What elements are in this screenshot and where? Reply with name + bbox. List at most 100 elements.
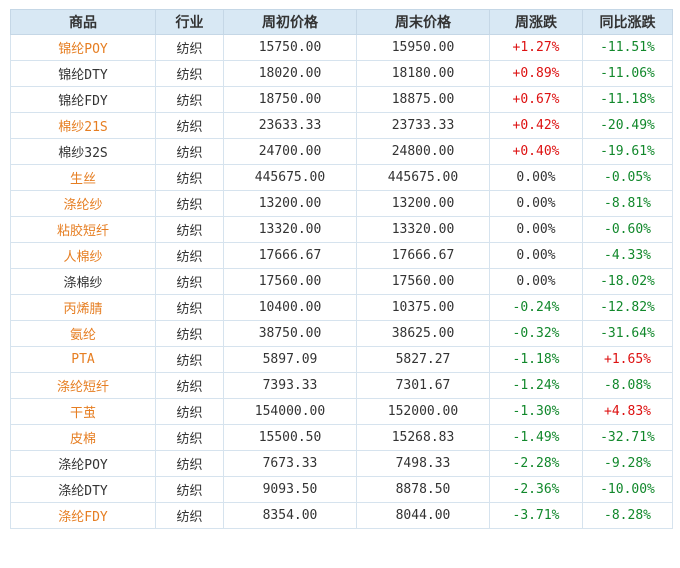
table-row: 锦纶POY 纺织 15750.00 15950.00 +1.27% -11.51% xyxy=(10,34,673,61)
weekly-change: +0.40% xyxy=(489,138,583,165)
header-yoy-change: 同比涨跌 xyxy=(582,9,673,35)
header-row: 商品 行业 周初价格 周末价格 周涨跌 同比涨跌 xyxy=(10,9,673,35)
industry-cell: 纺织 xyxy=(155,476,224,503)
industry-cell: 纺织 xyxy=(155,294,224,321)
weekly-change: -1.49% xyxy=(489,424,583,451)
yoy-change: -8.81% xyxy=(582,190,673,217)
industry-cell: 纺织 xyxy=(155,34,224,61)
commodity-name: 锦纶DTY xyxy=(10,60,156,87)
weekly-change: +1.27% xyxy=(489,34,583,61)
week-end-price: 23733.33 xyxy=(356,112,490,139)
table-row: 涤纶纱 纺织 13200.00 13200.00 0.00% -8.81% xyxy=(10,190,673,217)
commodity-name[interactable]: 锦纶POY xyxy=(10,34,156,61)
table-row: PTA 纺织 5897.09 5827.27 -1.18% +1.65% xyxy=(10,346,673,373)
week-end-price: 13320.00 xyxy=(356,216,490,243)
industry-cell: 纺织 xyxy=(155,346,224,373)
week-start-price: 9093.50 xyxy=(223,476,357,503)
week-start-price: 18750.00 xyxy=(223,86,357,113)
week-start-price: 10400.00 xyxy=(223,294,357,321)
industry-cell: 纺织 xyxy=(155,398,224,425)
table-row: 棉纱32S 纺织 24700.00 24800.00 +0.40% -19.61% xyxy=(10,138,673,165)
weekly-change: 0.00% xyxy=(489,268,583,295)
commodity-name[interactable]: 人棉纱 xyxy=(10,242,156,269)
week-end-price: 15268.83 xyxy=(356,424,490,451)
industry-cell: 纺织 xyxy=(155,242,224,269)
weekly-change: -0.24% xyxy=(489,294,583,321)
yoy-change: -11.18% xyxy=(582,86,673,113)
week-end-price: 8044.00 xyxy=(356,502,490,529)
week-end-price: 24800.00 xyxy=(356,138,490,165)
industry-cell: 纺织 xyxy=(155,86,224,113)
industry-cell: 纺织 xyxy=(155,450,224,477)
commodity-name[interactable]: 涤纶纱 xyxy=(10,190,156,217)
week-start-price: 15750.00 xyxy=(223,34,357,61)
commodity-name[interactable]: 皮棉 xyxy=(10,424,156,451)
week-end-price: 15950.00 xyxy=(356,34,490,61)
industry-cell: 纺织 xyxy=(155,320,224,347)
industry-cell: 纺织 xyxy=(155,112,224,139)
week-end-price: 18875.00 xyxy=(356,86,490,113)
table-row: 丙烯腈 纺织 10400.00 10375.00 -0.24% -12.82% xyxy=(10,294,673,321)
weekly-change: 0.00% xyxy=(489,216,583,243)
yoy-change: -8.08% xyxy=(582,372,673,399)
industry-cell: 纺织 xyxy=(155,164,224,191)
yoy-change: -18.02% xyxy=(582,268,673,295)
commodity-name[interactable]: 生丝 xyxy=(10,164,156,191)
week-end-price: 10375.00 xyxy=(356,294,490,321)
yoy-change: -4.33% xyxy=(582,242,673,269)
weekly-change: -1.30% xyxy=(489,398,583,425)
yoy-change: -32.71% xyxy=(582,424,673,451)
commodity-name[interactable]: 涤纶FDY xyxy=(10,502,156,529)
table-row: 棉纱21S 纺织 23633.33 23733.33 +0.42% -20.49% xyxy=(10,112,673,139)
week-start-price: 18020.00 xyxy=(223,60,357,87)
week-start-price: 8354.00 xyxy=(223,502,357,529)
weekly-change: 0.00% xyxy=(489,242,583,269)
commodity-name[interactable]: PTA xyxy=(10,346,156,373)
industry-cell: 纺织 xyxy=(155,60,224,87)
commodity-name[interactable]: 涤纶短纤 xyxy=(10,372,156,399)
week-start-price: 13320.00 xyxy=(223,216,357,243)
industry-cell: 纺织 xyxy=(155,216,224,243)
commodity-name[interactable]: 干茧 xyxy=(10,398,156,425)
week-end-price: 38625.00 xyxy=(356,320,490,347)
table-row: 涤纶DTY 纺织 9093.50 8878.50 -2.36% -10.00% xyxy=(10,476,673,503)
table-row: 干茧 纺织 154000.00 152000.00 -1.30% +4.83% xyxy=(10,398,673,425)
weekly-change: -2.36% xyxy=(489,476,583,503)
week-start-price: 13200.00 xyxy=(223,190,357,217)
week-end-price: 7498.33 xyxy=(356,450,490,477)
weekly-change: 0.00% xyxy=(489,164,583,191)
table-row: 皮棉 纺织 15500.50 15268.83 -1.49% -32.71% xyxy=(10,424,673,451)
table-row: 氨纶 纺织 38750.00 38625.00 -0.32% -31.64% xyxy=(10,320,673,347)
commodity-name[interactable]: 粘胶短纤 xyxy=(10,216,156,243)
week-end-price: 5827.27 xyxy=(356,346,490,373)
week-start-price: 17666.67 xyxy=(223,242,357,269)
price-table: 商品 行业 周初价格 周末价格 周涨跌 同比涨跌 锦纶POY 纺织 15750.00… xyxy=(10,9,673,529)
weekly-change: -1.24% xyxy=(489,372,583,399)
table-row: 人棉纱 纺织 17666.67 17666.67 0.00% -4.33% xyxy=(10,242,673,269)
yoy-change: +1.65% xyxy=(582,346,673,373)
yoy-change: -9.28% xyxy=(582,450,673,477)
commodity-name[interactable]: 丙烯腈 xyxy=(10,294,156,321)
table-row: 锦纶DTY 纺织 18020.00 18180.00 +0.89% -11.06% xyxy=(10,60,673,87)
weekly-change: +0.89% xyxy=(489,60,583,87)
table-row: 涤纶FDY 纺织 8354.00 8044.00 -3.71% -8.28% xyxy=(10,502,673,529)
yoy-change: -31.64% xyxy=(582,320,673,347)
week-end-price: 17560.00 xyxy=(356,268,490,295)
week-end-price: 7301.67 xyxy=(356,372,490,399)
header-weekly-change: 周涨跌 xyxy=(489,9,583,35)
table-row: 涤纶短纤 纺织 7393.33 7301.67 -1.24% -8.08% xyxy=(10,372,673,399)
table-row: 涤棉纱 纺织 17560.00 17560.00 0.00% -18.02% xyxy=(10,268,673,295)
commodity-name: 涤棉纱 xyxy=(10,268,156,295)
commodity-name[interactable]: 棉纱21S xyxy=(10,112,156,139)
commodity-name: 涤纶POY xyxy=(10,450,156,477)
yoy-change: -10.00% xyxy=(582,476,673,503)
yoy-change: +4.83% xyxy=(582,398,673,425)
header-week-start-price: 周初价格 xyxy=(223,9,357,35)
weekly-change: 0.00% xyxy=(489,190,583,217)
table-row: 锦纶FDY 纺织 18750.00 18875.00 +0.67% -11.18% xyxy=(10,86,673,113)
industry-cell: 纺织 xyxy=(155,138,224,165)
week-start-price: 5897.09 xyxy=(223,346,357,373)
week-end-price: 8878.50 xyxy=(356,476,490,503)
header-commodity: 商品 xyxy=(10,9,156,35)
commodity-name[interactable]: 氨纶 xyxy=(10,320,156,347)
